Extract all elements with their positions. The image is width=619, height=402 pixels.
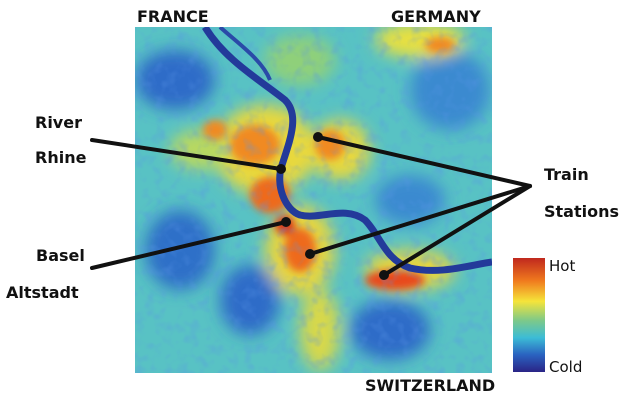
country-label: SWITZERLAND (365, 376, 495, 395)
country-label: FRANCE (137, 7, 209, 26)
thermal-map-figure: FRANCE GERMANY SWITZERLAND River Rhine B… (0, 0, 619, 398)
page: {"labels": {"top_left": "FRANCE", "top_r… (0, 0, 619, 398)
callout-label: Train (544, 165, 589, 184)
country-label: GERMANY (391, 7, 481, 26)
callout-label: Basel (36, 246, 85, 265)
callout-label: Rhine (35, 148, 87, 167)
legend-label: Hot (549, 257, 575, 275)
callout-label: Altstadt (6, 283, 79, 302)
legend-bar (513, 258, 545, 372)
heat-map (135, 22, 492, 373)
callout-label: River (35, 113, 82, 132)
legend-label: Cold (549, 358, 582, 376)
callout-label: Stations (544, 202, 619, 221)
